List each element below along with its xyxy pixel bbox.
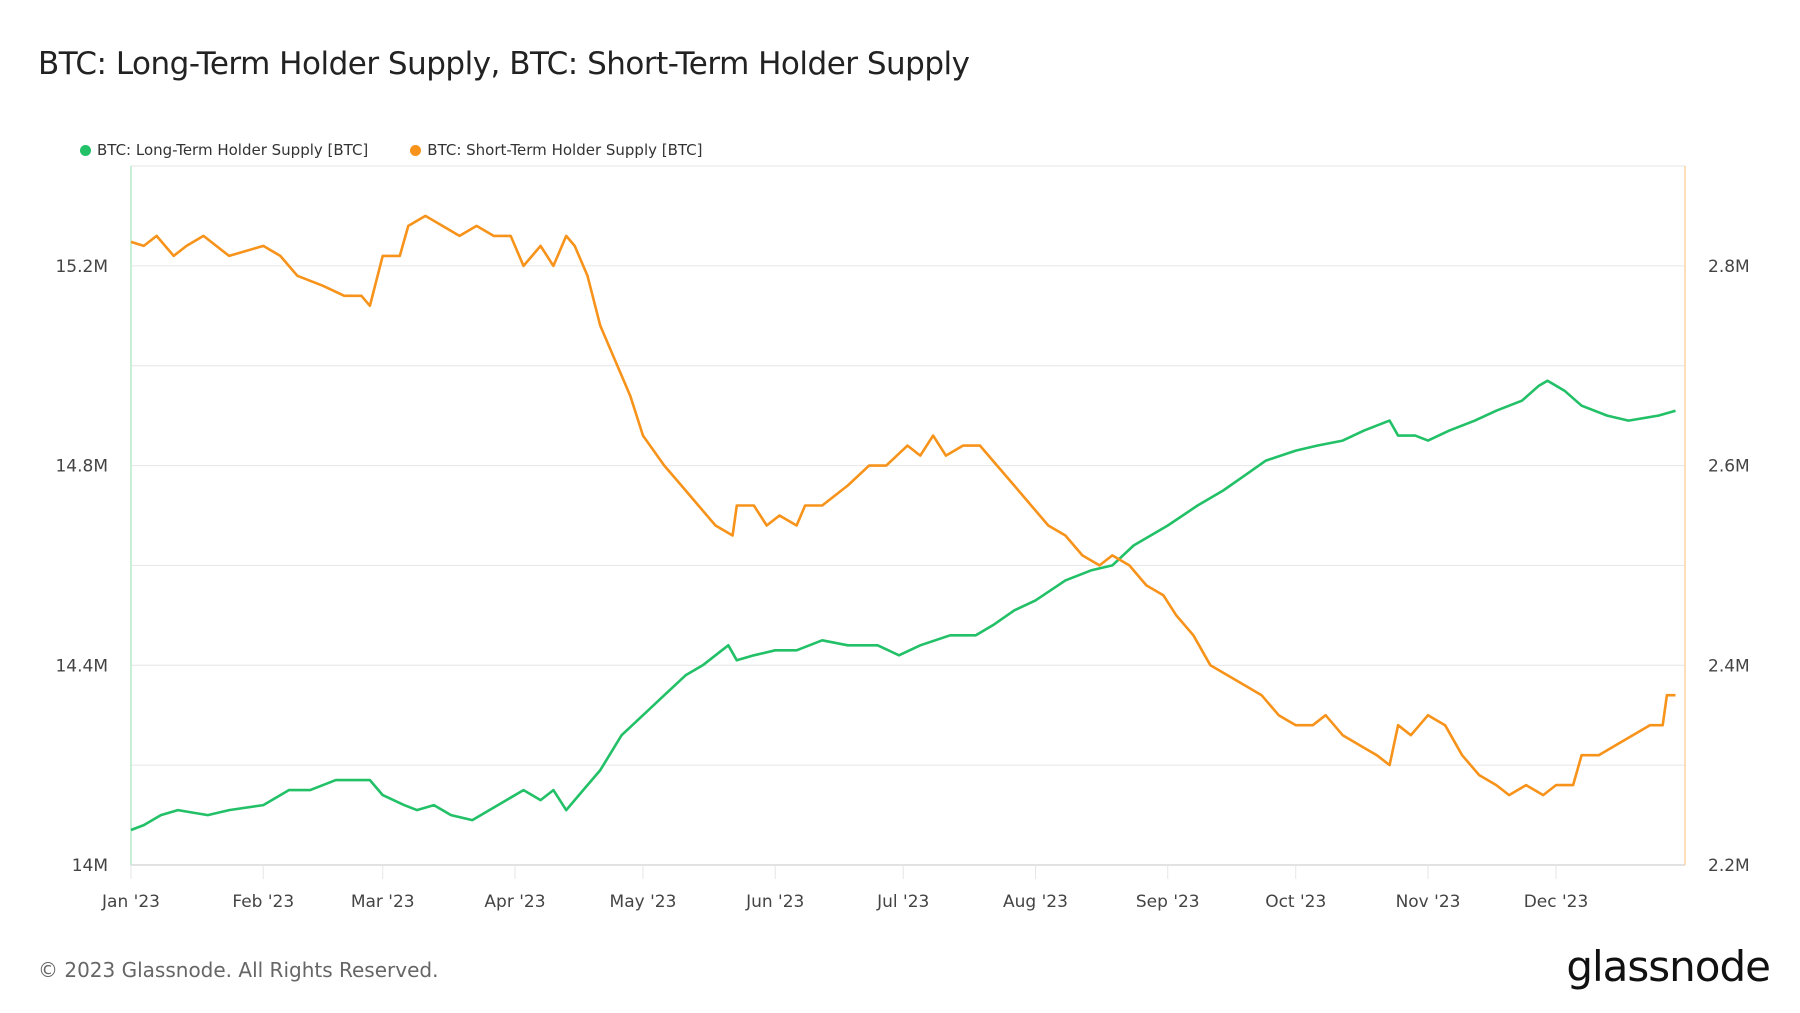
legend-item-sth[interactable]: BTC: Short-Term Holder Supply [BTC] bbox=[410, 141, 703, 159]
legend: BTC: Long-Term Holder Supply [BTC] BTC: … bbox=[80, 141, 703, 159]
x-tick-label: Dec '23 bbox=[1524, 892, 1589, 912]
legend-label: BTC: Short-Term Holder Supply [BTC] bbox=[427, 141, 703, 159]
legend-label: BTC: Long-Term Holder Supply [BTC] bbox=[97, 141, 369, 159]
y-left-tick-label: 14M bbox=[72, 856, 108, 876]
x-tick-label: Aug '23 bbox=[1003, 892, 1068, 912]
glassnode-logo: glassnode bbox=[1566, 942, 1771, 991]
x-tick-label: Mar '23 bbox=[351, 892, 415, 912]
chart-title: BTC: Long-Term Holder Supply, BTC: Short… bbox=[38, 46, 970, 82]
y-right-tick-label: 2.6M bbox=[1708, 457, 1750, 477]
x-tick-label: Jan '23 bbox=[101, 892, 160, 912]
series-line-short-term-holder bbox=[130, 214, 1676, 797]
y-right-tick-label: 2.8M bbox=[1708, 257, 1750, 277]
copyright: © 2023 Glassnode. All Rights Reserved. bbox=[38, 958, 439, 982]
y-right-tick-label: 2.2M bbox=[1708, 856, 1750, 876]
y-right-tick-label: 2.4M bbox=[1708, 656, 1750, 676]
x-tick-label: May '23 bbox=[610, 892, 677, 912]
y-left-tick-label: 14.4M bbox=[55, 656, 108, 676]
legend-dot-icon bbox=[80, 144, 91, 156]
legend-dot-icon bbox=[410, 144, 422, 156]
x-tick-label: Jun '23 bbox=[745, 892, 804, 912]
x-tick-label: Sep '23 bbox=[1136, 892, 1200, 912]
x-tick-label: Nov '23 bbox=[1396, 892, 1461, 912]
y-left-tick-label: 14.8M bbox=[55, 457, 108, 477]
legend-item-lth[interactable]: BTC: Long-Term Holder Supply [BTC] bbox=[80, 141, 368, 159]
x-tick-label: Apr '23 bbox=[484, 892, 545, 912]
x-tick-label: Oct '23 bbox=[1265, 892, 1326, 912]
x-tick-label: Jul '23 bbox=[876, 892, 929, 912]
series-line-long-term-holder bbox=[130, 379, 1676, 832]
y-left-tick-label: 15.2M bbox=[55, 257, 108, 277]
x-tick-label: Feb '23 bbox=[232, 892, 294, 912]
